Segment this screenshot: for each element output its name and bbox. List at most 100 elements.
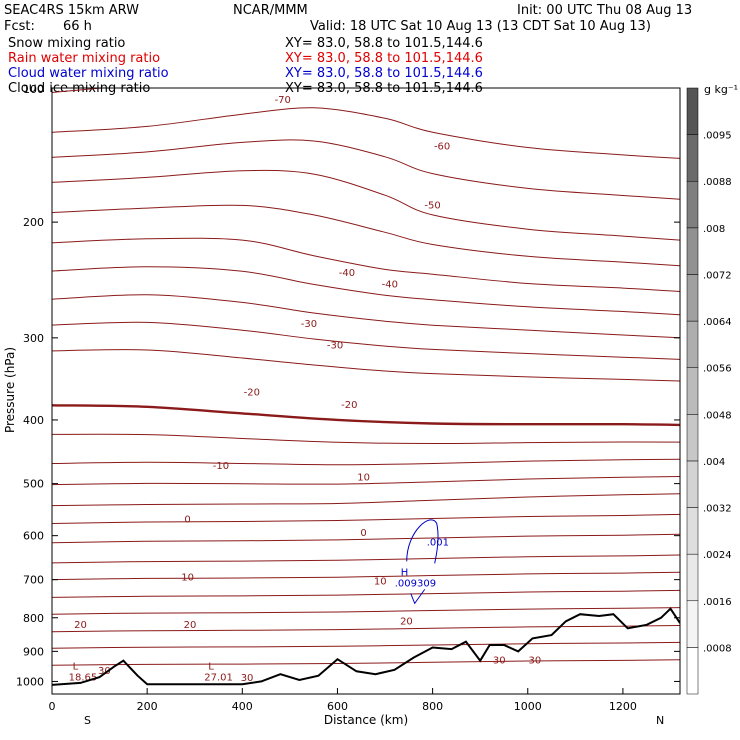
- isotherm-label: 30: [241, 673, 254, 684]
- isotherm-line-10: [52, 458, 680, 466]
- x-tick-label: 0: [49, 700, 56, 713]
- isotherm-line-lower: [52, 625, 680, 633]
- isotherm-line-m50: [52, 107, 680, 159]
- colorbar-tick-label: .0088: [703, 177, 732, 188]
- colorbar-tick-label: .0048: [703, 410, 732, 421]
- y-tick-label-clipped: 100: [23, 83, 44, 96]
- y-tick-label: 400: [23, 414, 44, 427]
- colorbar-swatch: [686, 367, 699, 415]
- colorbar-swatch: [686, 553, 699, 602]
- isotherm-label: 20: [400, 617, 413, 628]
- isotherm-label: 0: [184, 515, 190, 526]
- isotherm-label: -40: [339, 268, 355, 279]
- low-value: 18.65: [69, 672, 98, 683]
- y-tick-label: 500: [23, 478, 44, 491]
- isotherm-label: -30: [327, 340, 343, 351]
- isotherm-label: -20: [244, 387, 260, 398]
- x-end-label-left: S: [84, 714, 91, 727]
- isotherm-line-lower: [52, 571, 680, 581]
- isotherm-label: -10: [213, 461, 229, 472]
- isotherm-label: -50: [424, 200, 440, 211]
- low-marker: L: [73, 661, 79, 672]
- x-tick-label: 600: [327, 700, 348, 713]
- isotherm-line-intermediate: [52, 204, 680, 267]
- y-tick-label: 900: [23, 645, 44, 658]
- colorbar-swatch: [686, 227, 699, 275]
- low-value: 27.01: [204, 672, 233, 683]
- isotherm-layer: [52, 88, 680, 666]
- field-name-rain: Rain water mixing ratio: [8, 51, 160, 66]
- cloud-water-max-marker: H: [401, 567, 409, 578]
- isotherm-line-20: [52, 493, 680, 507]
- isotherm-label: 20: [74, 620, 87, 631]
- cloud-water-layer: .001 H.009309: [395, 519, 449, 605]
- isotherm-line-m40: [52, 169, 680, 241]
- colorbar-swatch: [686, 87, 699, 135]
- isotherm-line-intermediate: [52, 476, 680, 486]
- field-name-cloud-water: Cloud water mixing ratio: [8, 66, 169, 81]
- colorbar-tick-label: .0095: [703, 131, 732, 142]
- cloud-water-max-value: .009309: [395, 578, 436, 589]
- colorbar-tick-label: .0072: [703, 270, 732, 281]
- isotherm-line-lower: [52, 641, 680, 649]
- colorbar-swatch: [686, 460, 699, 508]
- y-axis-label: Pressure (hPa): [3, 347, 17, 433]
- y-tick-label: 200: [23, 216, 44, 229]
- isotherm-line-lower: [52, 607, 680, 615]
- isotherm-label: 10: [181, 572, 194, 583]
- isotherm-line-intermediate: [52, 266, 680, 316]
- colorbar-swatch: [686, 600, 699, 648]
- colorbar-swatch: [686, 320, 699, 368]
- field-xy-rain: XY= 83.0, 58.8 to 101.5,144.6: [285, 51, 483, 66]
- colorbar-tick-label: .008: [703, 224, 725, 235]
- isotherm-line-intermediate: [52, 321, 680, 360]
- isotherm-line-m20: [52, 294, 680, 339]
- isotherm-line-intermediate: [52, 139, 680, 200]
- isotherm-label: -60: [434, 142, 450, 153]
- colorbar-swatch: [686, 507, 699, 555]
- x-tick-label: 1000: [514, 700, 542, 713]
- x-tick-label: 400: [232, 700, 253, 713]
- x-axis-label: Distance (km): [324, 713, 408, 727]
- isotherm-line-intermediate: [52, 433, 680, 445]
- plot-frame: [51, 87, 681, 695]
- isotherm-label: -40: [382, 280, 398, 291]
- x-end-label-right: N: [656, 714, 664, 727]
- cloud-water-contour-label: .001: [427, 537, 449, 548]
- field-name-snow: Snow mixing ratio: [8, 36, 125, 51]
- isotherm-label: 20: [184, 620, 197, 631]
- isotherm-label: -30: [301, 319, 317, 330]
- isotherm-line-m10: [52, 349, 680, 382]
- isotherm-line-lower: [52, 513, 680, 524]
- x-tick-label: 1200: [609, 700, 637, 713]
- y-tick-label: 1000: [16, 675, 44, 688]
- colorbar-tick-label: .0024: [703, 550, 732, 561]
- colorbar: .0008 .0016 .0024 .0032 .004 .0048 .0056 .0064.…: [686, 87, 732, 695]
- colorbar-tick-label: .0056: [703, 364, 732, 375]
- y-tick-label: 300: [23, 332, 44, 345]
- isotherm-line-lower: [52, 533, 680, 544]
- x-tick-label: 800: [422, 700, 443, 713]
- terrain-layer: [52, 607, 680, 686]
- isotherm-line-lower: [52, 659, 680, 666]
- isotherm-label: 30: [493, 655, 506, 666]
- init-time: Init: 00 UTC Thu 08 Aug 13: [517, 3, 692, 18]
- plot-area: -70 -60 -50 -40 -40 -30 -30 -20 -20 -10 10 0 0 10 10 20…: [51, 87, 681, 695]
- field-xy-snow: XY= 83.0, 58.8 to 101.5,144.6: [285, 36, 483, 51]
- isotherm-label: 0: [360, 528, 366, 539]
- y-tick-label: 800: [23, 612, 44, 625]
- isotherm-label: -70: [275, 95, 291, 106]
- terrain-line: [52, 607, 680, 686]
- colorbar-swatch: [686, 180, 699, 229]
- isotherm-label: 30: [529, 655, 542, 666]
- cloud-water-contour: [406, 519, 439, 564]
- colorbar-tick-label: .0008: [703, 643, 732, 654]
- field-xy-cloud-water: XY= 83.0, 58.8 to 101.5,144.6: [285, 66, 483, 81]
- colorbar-tick-label: .0032: [703, 504, 732, 515]
- y-tick-label: 600: [23, 530, 44, 543]
- colorbar-swatch: [686, 647, 699, 695]
- model-title: SEAC4RS 15km ARW: [4, 3, 139, 18]
- colorbar-unit: g kg⁻¹: [704, 83, 738, 96]
- colorbar-tick-label: .004: [703, 457, 725, 468]
